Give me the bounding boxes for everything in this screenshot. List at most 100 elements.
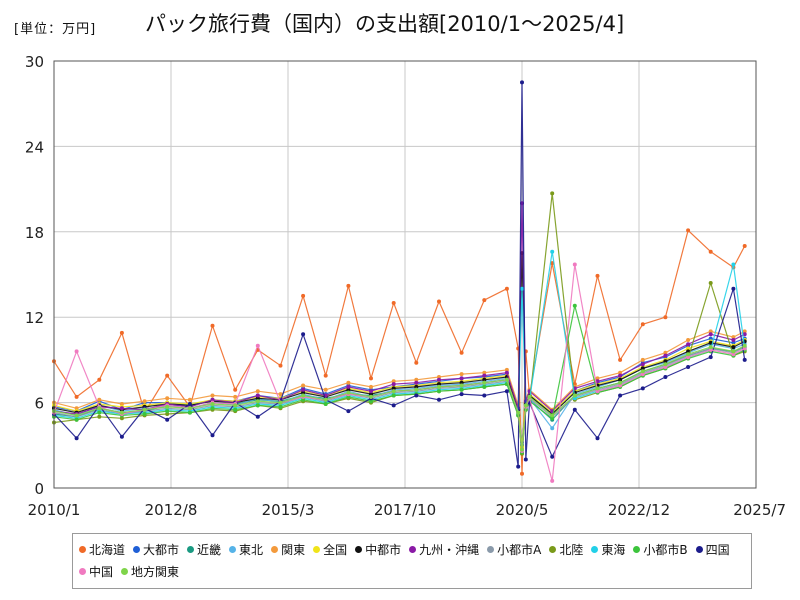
data-point <box>731 335 736 340</box>
data-point <box>640 322 645 327</box>
legend-label: 近畿 <box>197 542 222 557</box>
data-point <box>482 380 487 385</box>
data-point <box>323 373 328 378</box>
data-point <box>414 387 419 392</box>
legend-marker <box>549 545 557 553</box>
data-point <box>369 384 373 389</box>
data-point <box>278 404 283 409</box>
data-point <box>572 407 577 412</box>
data-point <box>255 403 260 408</box>
x-tick-label: 2015/3 <box>262 501 315 519</box>
legend-item: 中国 <box>79 560 113 582</box>
data-point <box>520 471 524 476</box>
legend-marker <box>79 567 86 575</box>
data-point <box>595 436 600 441</box>
data-point <box>742 329 747 334</box>
data-point <box>437 397 441 402</box>
series-14 <box>52 343 747 452</box>
series-0 <box>52 228 747 476</box>
data-point <box>165 373 170 378</box>
legend-label: 中都市 <box>365 542 402 557</box>
legend-marker <box>79 545 86 553</box>
data-point <box>731 262 736 267</box>
data-point <box>550 191 555 196</box>
data-point <box>686 346 691 351</box>
data-point <box>663 315 668 320</box>
data-point <box>233 403 238 408</box>
data-point <box>369 389 373 394</box>
data-point <box>233 387 238 392</box>
data-point <box>708 355 713 360</box>
data-point <box>523 403 528 408</box>
legend-marker <box>271 545 279 553</box>
data-point <box>640 369 645 374</box>
data-point <box>74 406 79 411</box>
data-point <box>391 301 396 305</box>
data-point <box>255 343 260 348</box>
data-point <box>187 397 192 402</box>
legend-marker <box>695 545 703 553</box>
data-point <box>414 360 419 365</box>
data-point <box>708 329 713 334</box>
y-axis-ticks: 0 6 12 18 24 30 <box>25 53 44 498</box>
data-point <box>686 349 691 354</box>
data-point <box>346 390 351 395</box>
data-point <box>663 362 668 367</box>
data-point <box>97 397 102 402</box>
data-point <box>391 379 396 384</box>
data-point <box>731 340 736 345</box>
legend-marker <box>633 545 641 553</box>
data-point <box>686 352 691 357</box>
data-point <box>663 375 668 379</box>
data-point <box>504 377 509 382</box>
x-tick-label: 2025/7 <box>733 501 786 519</box>
data-point <box>504 286 509 291</box>
data-point <box>520 286 524 291</box>
legend-marker <box>355 545 363 553</box>
data-point <box>742 346 747 351</box>
data-point <box>391 386 396 391</box>
data-point <box>708 332 713 337</box>
data-point <box>346 384 351 389</box>
data-point <box>323 397 328 402</box>
data-point <box>369 376 373 381</box>
data-point <box>346 394 351 399</box>
data-point <box>459 392 464 397</box>
data-point <box>459 380 464 385</box>
data-point <box>708 249 713 254</box>
data-point <box>278 363 283 368</box>
legend-marker <box>409 545 417 553</box>
data-point <box>482 377 487 382</box>
legend-item: 東北 <box>229 538 263 560</box>
data-point <box>437 299 441 304</box>
data-point <box>391 393 396 398</box>
legend-item: 四国 <box>695 538 730 560</box>
data-point <box>663 365 668 369</box>
data-point <box>233 407 238 412</box>
series-11 <box>52 303 747 455</box>
data-point <box>618 377 623 382</box>
x-tick-label: 2020/5 <box>496 501 549 519</box>
data-point <box>255 399 260 404</box>
line-chart: 0 6 12 18 24 30 2010/1 2012/8 2015/3 2017/10 2020… <box>25 53 786 519</box>
data-point <box>210 397 215 402</box>
data-point <box>572 262 577 267</box>
legend-marker <box>591 545 599 553</box>
x-tick-label: 2012/8 <box>145 501 198 519</box>
x-tick-label: 2022/12 <box>608 501 670 519</box>
data-point <box>686 228 691 233</box>
data-point <box>742 343 747 348</box>
data-point <box>165 409 170 414</box>
legend-item: 九州・沖縄 <box>409 538 479 560</box>
legend-item: 北海道 <box>79 538 125 560</box>
plot-border <box>53 60 757 489</box>
data-point <box>437 377 441 382</box>
data-point <box>414 384 419 389</box>
data-point <box>255 396 260 401</box>
data-point <box>618 393 623 398</box>
data-point <box>210 323 215 328</box>
data-point <box>301 393 306 398</box>
data-point <box>437 389 441 394</box>
data-point <box>119 330 124 335</box>
data-point <box>459 383 464 388</box>
